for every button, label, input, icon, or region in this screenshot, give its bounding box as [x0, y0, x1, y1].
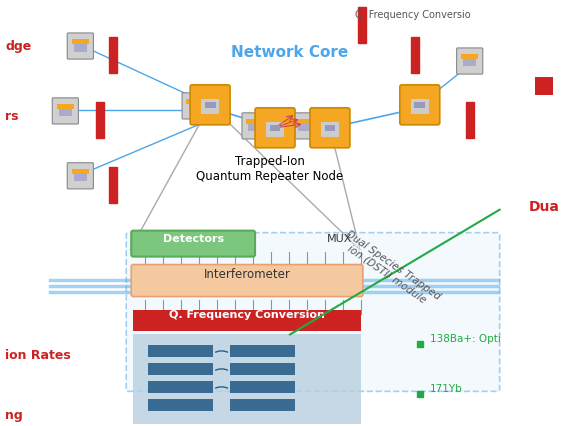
Bar — [74, 174, 87, 181]
Text: ng: ng — [6, 409, 23, 422]
FancyBboxPatch shape — [400, 85, 440, 125]
FancyBboxPatch shape — [131, 230, 255, 256]
Text: Trapped-Ion
Quantum Repeater Node: Trapped-Ion Quantum Repeater Node — [197, 155, 344, 183]
Bar — [411, 37, 419, 73]
FancyBboxPatch shape — [190, 85, 230, 125]
Bar — [247, 119, 264, 124]
Bar — [266, 122, 284, 137]
Bar — [321, 122, 339, 137]
Text: Dua: Dua — [529, 200, 559, 214]
Bar — [201, 99, 219, 114]
Bar — [74, 44, 87, 52]
FancyBboxPatch shape — [67, 33, 93, 59]
Bar — [133, 310, 361, 331]
Bar — [466, 102, 474, 138]
Text: Interferometer: Interferometer — [203, 268, 290, 281]
Bar — [230, 381, 295, 393]
Text: Q. Frequency Conversio: Q. Frequency Conversio — [355, 10, 470, 20]
Bar — [270, 125, 281, 131]
Bar — [248, 124, 262, 131]
Bar — [57, 104, 74, 109]
Bar — [59, 109, 72, 116]
Bar — [133, 334, 361, 424]
Bar — [411, 99, 429, 104]
Bar — [148, 399, 213, 412]
Bar — [109, 37, 117, 73]
FancyBboxPatch shape — [255, 108, 295, 148]
Bar — [324, 125, 335, 131]
Bar — [461, 55, 478, 59]
Bar — [415, 102, 425, 109]
Text: MUX: MUX — [327, 233, 353, 244]
Bar — [411, 99, 429, 114]
Text: Network Core: Network Core — [231, 45, 349, 60]
Bar — [413, 104, 427, 112]
FancyBboxPatch shape — [182, 93, 208, 119]
FancyBboxPatch shape — [407, 93, 433, 119]
Bar — [230, 363, 295, 375]
Text: Q. Frequency Conversion: Q. Frequency Conversion — [169, 311, 325, 320]
Bar — [230, 345, 295, 357]
Text: Dual Species Trapped
ion (DSTI) module: Dual Species Trapped ion (DSTI) module — [337, 228, 442, 311]
Text: ion Rates: ion Rates — [6, 349, 71, 363]
Bar — [204, 102, 215, 109]
Bar — [298, 124, 312, 131]
Bar — [296, 119, 314, 124]
Bar — [358, 7, 366, 43]
Bar — [109, 167, 117, 203]
Bar — [534, 77, 553, 95]
FancyBboxPatch shape — [457, 48, 483, 74]
Text: rs: rs — [6, 110, 19, 123]
Bar — [186, 99, 204, 104]
Bar — [189, 104, 202, 112]
Text: Detectors: Detectors — [162, 233, 224, 244]
Bar — [148, 363, 213, 375]
FancyBboxPatch shape — [242, 113, 268, 139]
Bar — [97, 102, 105, 138]
Text: dge: dge — [6, 40, 32, 53]
Bar — [72, 169, 89, 174]
Bar — [230, 399, 295, 412]
Bar — [72, 40, 89, 44]
FancyBboxPatch shape — [52, 98, 78, 124]
FancyBboxPatch shape — [67, 163, 93, 189]
Bar — [148, 345, 213, 357]
Bar — [463, 59, 477, 66]
FancyBboxPatch shape — [310, 108, 350, 148]
Bar — [148, 381, 213, 393]
FancyBboxPatch shape — [126, 233, 500, 391]
Text: 138Ba+: Opti: 138Ba+: Opti — [430, 334, 500, 345]
FancyBboxPatch shape — [292, 113, 318, 139]
Text: 171Yb: 171Yb — [430, 384, 462, 394]
FancyBboxPatch shape — [131, 265, 363, 296]
